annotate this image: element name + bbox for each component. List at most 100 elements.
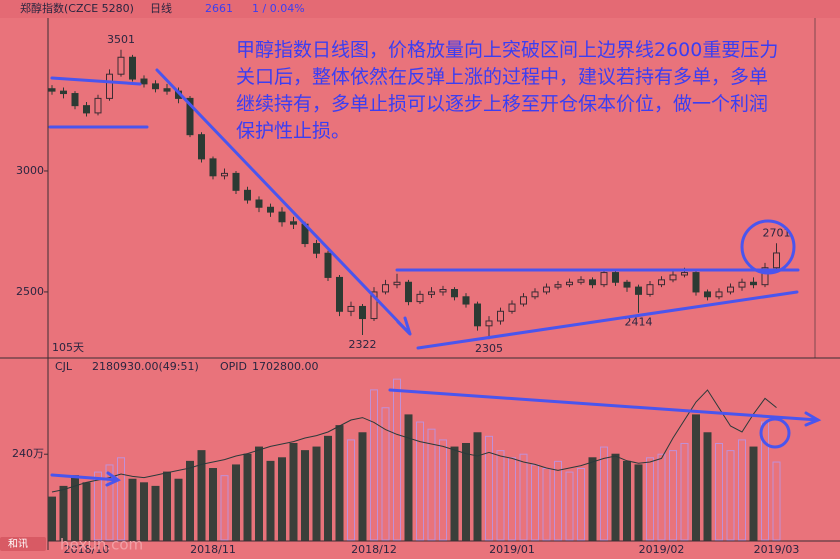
candle-body bbox=[761, 267, 769, 286]
candle-body bbox=[462, 296, 470, 305]
candle-body bbox=[451, 289, 458, 298]
volume-bar bbox=[473, 432, 482, 541]
trend-lines bbox=[48, 68, 822, 487]
volume-bar bbox=[623, 460, 631, 541]
x-tick-label: 2018/10 bbox=[64, 543, 110, 556]
candle-body bbox=[577, 279, 585, 283]
candle-body bbox=[232, 172, 240, 191]
volume-bar bbox=[531, 464, 539, 541]
candle-body bbox=[198, 134, 205, 160]
period-label: 105天 bbox=[52, 341, 84, 354]
y-tick-label: 3000 bbox=[16, 164, 44, 177]
volume-bar bbox=[565, 471, 574, 541]
volume-bar bbox=[209, 468, 217, 541]
candle-body bbox=[485, 320, 493, 327]
candle-body bbox=[520, 296, 527, 305]
volume-bar bbox=[163, 471, 171, 541]
volume-bar bbox=[220, 475, 229, 541]
candle-body bbox=[152, 83, 159, 90]
candle-body bbox=[393, 281, 401, 286]
logo: 和讯 bbox=[8, 538, 28, 550]
candle-body bbox=[313, 243, 320, 254]
volume-bar bbox=[554, 460, 562, 541]
volume-bar bbox=[301, 450, 309, 541]
volume-bar bbox=[657, 453, 666, 541]
volume-bar bbox=[692, 414, 700, 541]
volume-bar bbox=[94, 471, 102, 541]
candle-body bbox=[186, 97, 194, 136]
watermark: hexun.com bbox=[60, 536, 143, 554]
volume-bar bbox=[335, 425, 344, 541]
volume-bar bbox=[726, 450, 735, 541]
candle-body bbox=[278, 211, 286, 223]
volume-bar bbox=[243, 453, 252, 541]
candle-body bbox=[773, 252, 780, 269]
candle-body bbox=[692, 272, 700, 293]
volume-bar bbox=[634, 464, 643, 541]
header-bar bbox=[0, 0, 840, 18]
candle-body bbox=[750, 281, 757, 286]
candle-body bbox=[474, 303, 481, 327]
y-tick-label: 2500 bbox=[16, 285, 44, 298]
oi-title: OPID bbox=[220, 360, 247, 373]
volume-bar bbox=[646, 457, 654, 541]
candle-body bbox=[715, 291, 723, 298]
volume-bar bbox=[266, 460, 275, 541]
candle-body bbox=[140, 78, 148, 85]
candle-body bbox=[336, 276, 343, 312]
x-tick-label: 2019/03 bbox=[754, 543, 800, 556]
volume-bar bbox=[393, 378, 401, 541]
volume-bar bbox=[117, 457, 125, 541]
candle-body bbox=[497, 310, 504, 322]
volume-bar bbox=[669, 450, 677, 541]
volume-bar bbox=[128, 478, 137, 541]
volume-bar bbox=[48, 496, 56, 541]
candle-body bbox=[209, 158, 217, 177]
candle-body bbox=[347, 305, 355, 312]
annotation-line: 甲醇指数日线图，价格放量向上突破区间上边界线2600重要压力 bbox=[236, 39, 778, 61]
candle-body bbox=[83, 105, 90, 114]
candle-body bbox=[405, 281, 412, 303]
candle-body bbox=[646, 284, 654, 295]
candle-body bbox=[129, 56, 136, 80]
volume-bar bbox=[82, 482, 91, 541]
volume-bar bbox=[347, 439, 355, 541]
volume-bar bbox=[255, 446, 263, 541]
candle-body bbox=[612, 272, 619, 283]
candle-body bbox=[267, 206, 274, 213]
candle-body bbox=[48, 88, 56, 92]
candle-body bbox=[439, 289, 447, 293]
oi-line bbox=[51, 389, 777, 493]
candle-body bbox=[370, 291, 378, 320]
candle-body bbox=[635, 286, 642, 295]
volume-bar bbox=[404, 414, 413, 541]
volume-bar bbox=[519, 453, 528, 541]
candle-body bbox=[359, 305, 366, 320]
candle-body bbox=[117, 56, 125, 75]
x-tick-label: 2019/02 bbox=[639, 543, 685, 556]
annotation-line: 关口后，整体依然在反弹上涨的过程中，建议若持有多单，多单 bbox=[236, 66, 768, 88]
annotation-line: 保护性止损。 bbox=[236, 120, 350, 142]
candle-body bbox=[94, 97, 102, 114]
volume-bar bbox=[427, 428, 436, 541]
candle-body bbox=[324, 252, 332, 278]
volume-bar bbox=[485, 435, 493, 541]
volume-bar bbox=[496, 450, 505, 541]
volume-bar bbox=[542, 468, 551, 541]
logo-box bbox=[0, 537, 46, 551]
volume-bar bbox=[611, 453, 620, 541]
x-tick-label: 2019/01 bbox=[489, 543, 535, 556]
candle-body bbox=[163, 88, 171, 92]
volume-bar bbox=[370, 389, 378, 541]
volume-bar bbox=[358, 432, 367, 541]
candle-body bbox=[566, 281, 573, 286]
price-label: 2305 bbox=[475, 342, 503, 355]
volume-bar bbox=[439, 439, 447, 541]
candle-body bbox=[382, 284, 389, 293]
volume-bar bbox=[416, 421, 424, 541]
volume-bar bbox=[59, 485, 68, 541]
candle-body bbox=[704, 291, 711, 298]
candle-body bbox=[681, 272, 688, 276]
volume-bar bbox=[577, 468, 585, 541]
volume-bar bbox=[450, 446, 459, 541]
